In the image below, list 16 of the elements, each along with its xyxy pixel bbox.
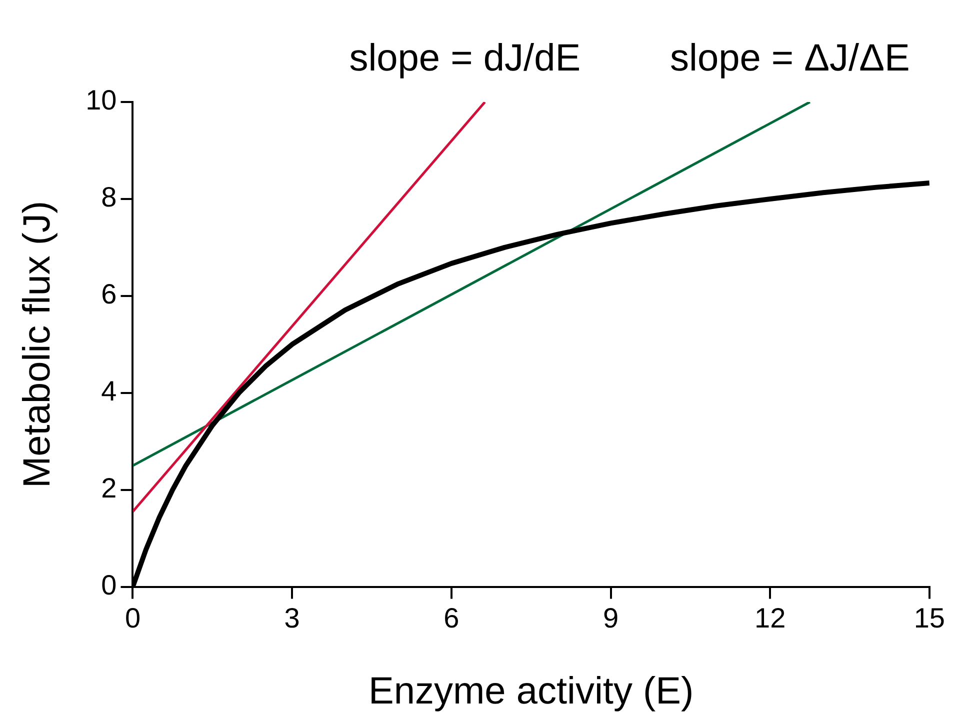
annotation: slope = dJ/dE (349, 37, 581, 80)
x-tick-label: 0 (124, 602, 141, 634)
x-tick-label: 9 (602, 602, 619, 634)
x-tick-label: 12 (754, 602, 786, 634)
y-axis-title: Metabolic flux (J) (16, 200, 58, 488)
x-tick-label: 3 (284, 602, 300, 634)
y-tick-label: 4 (101, 376, 117, 407)
x-tick-label: 15 (914, 602, 946, 634)
annotation: slope = ΔJ/ΔE (670, 37, 910, 80)
x-axis-title: Enzyme activity (E) (368, 670, 694, 713)
x-tick-label: 6 (444, 602, 460, 634)
y-tick-label: 10 (86, 84, 117, 116)
y-tick-label: 2 (101, 472, 117, 504)
y-tick-label: 6 (101, 278, 117, 310)
y-tick-label: 0 (101, 570, 117, 601)
y-tick-label: 8 (101, 182, 117, 213)
